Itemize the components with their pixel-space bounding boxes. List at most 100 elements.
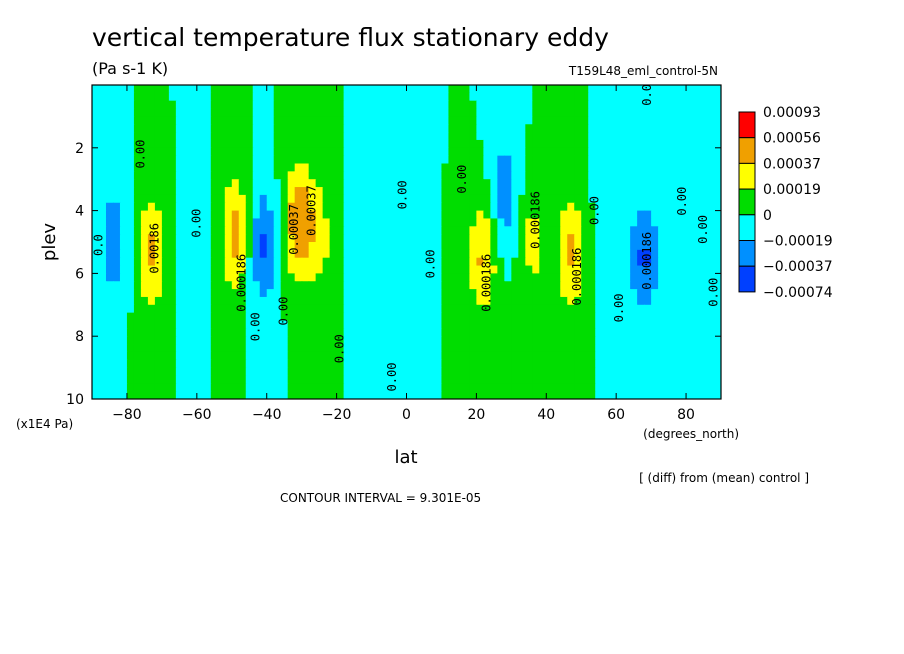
heatmap-cell (658, 179, 666, 188)
heatmap-cell (616, 296, 624, 306)
heatmap-cell (672, 383, 680, 392)
heatmap-cell (217, 155, 226, 165)
heatmap-cell (420, 234, 429, 243)
heatmap-cell (574, 296, 582, 306)
heatmap-cell (658, 163, 666, 172)
heatmap-cell (378, 139, 387, 149)
heatmap-cell (441, 226, 450, 235)
heatmap-cell (105, 359, 114, 369)
heatmap-cell (637, 108, 645, 117)
heatmap-cell (679, 187, 687, 196)
heatmap-cell (392, 242, 401, 251)
heatmap-cell (385, 375, 394, 384)
heatmap-cell (693, 202, 701, 212)
heatmap-cell (686, 375, 694, 384)
heatmap-cell (294, 108, 303, 117)
heatmap-cell (658, 202, 666, 212)
heatmap-cell (329, 273, 338, 282)
heatmap-cell (665, 226, 673, 235)
heatmap-cell (287, 328, 296, 337)
heatmap-cell (406, 312, 415, 322)
heatmap-cell (504, 265, 512, 274)
heatmap-cell (98, 328, 107, 337)
heatmap-cell (700, 108, 708, 117)
heatmap-cell (98, 179, 107, 188)
heatmap-cell (161, 281, 170, 290)
heatmap-cell (532, 234, 540, 243)
heatmap-cell (224, 179, 233, 188)
heatmap-cell (126, 383, 135, 392)
y-tick-label: 10 (66, 392, 84, 408)
heatmap-cell (476, 383, 484, 392)
heatmap-cell (602, 391, 610, 399)
heatmap-cell (343, 257, 352, 267)
heatmap-cell (406, 304, 415, 314)
heatmap-cell (574, 163, 582, 172)
heatmap-cell (560, 367, 568, 377)
heatmap-cell (252, 391, 261, 399)
heatmap-cell (420, 249, 429, 259)
heatmap-cell (315, 320, 324, 329)
heatmap-cell (567, 320, 575, 329)
heatmap-cell (448, 281, 457, 290)
heatmap-cell (385, 273, 394, 282)
heatmap-cell (546, 367, 554, 377)
heatmap-cell (651, 273, 659, 282)
heatmap-cell (294, 116, 303, 125)
heatmap-cell (609, 375, 617, 384)
heatmap-cell (462, 108, 470, 117)
heatmap-cell (581, 281, 589, 290)
heatmap-cell (392, 375, 401, 384)
heatmap-cell (147, 100, 156, 110)
heatmap-cell (280, 202, 289, 212)
heatmap-cell (574, 92, 582, 102)
heatmap-cell (217, 336, 226, 345)
heatmap-cell (546, 155, 554, 165)
heatmap-cell (315, 226, 324, 235)
heatmap-cell (714, 281, 721, 290)
heatmap-cell (203, 116, 212, 125)
heatmap-cell (511, 359, 519, 369)
heatmap-cell (210, 163, 219, 172)
heatmap-cell (315, 147, 324, 157)
heatmap-cell (98, 226, 107, 235)
heatmap-cell (567, 367, 575, 377)
heatmap-cell (126, 187, 135, 196)
heatmap-cell (231, 375, 240, 384)
heatmap-cell (385, 281, 394, 290)
heatmap-cell (182, 367, 191, 377)
heatmap-cell (644, 210, 652, 220)
heatmap-cell (168, 187, 177, 196)
heatmap-cell (126, 155, 135, 165)
heatmap-cell (336, 147, 345, 157)
heatmap-cell (238, 265, 247, 274)
heatmap-cell (322, 328, 331, 337)
heatmap-cell (294, 336, 303, 345)
heatmap-cell (637, 194, 645, 204)
heatmap-cell (105, 108, 114, 117)
heatmap-cell (623, 210, 631, 220)
heatmap-cell (630, 100, 638, 110)
heatmap-cell (630, 242, 638, 251)
heatmap-cell (434, 187, 443, 196)
heatmap-cell (364, 202, 373, 212)
contour-label: 0.00 (455, 165, 469, 194)
heatmap-cell (287, 210, 296, 220)
heatmap-cell (105, 391, 114, 399)
heatmap-cell (126, 312, 135, 322)
heatmap-cell (511, 108, 519, 117)
heatmap-cell (616, 187, 624, 196)
heatmap-cell (700, 187, 708, 196)
heatmap-cell (399, 265, 408, 274)
heatmap-cell (315, 281, 324, 290)
heatmap-cell (182, 265, 191, 274)
heatmap-cell (315, 139, 324, 149)
heatmap-cell (504, 257, 512, 267)
heatmap-cell (672, 139, 680, 149)
heatmap-cell (385, 328, 394, 337)
heatmap-cell (406, 351, 415, 361)
heatmap-cell (224, 328, 233, 337)
heatmap-cell (196, 273, 205, 282)
heatmap-cell (630, 132, 638, 141)
heatmap-cell (532, 249, 540, 259)
